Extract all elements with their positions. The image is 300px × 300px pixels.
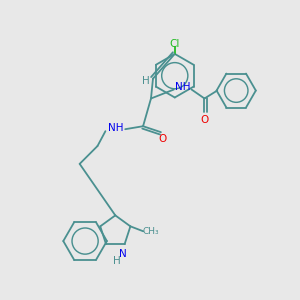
Text: CH₃: CH₃ [143, 227, 160, 236]
Text: H: H [142, 76, 150, 85]
Text: NH: NH [108, 123, 123, 133]
Text: Cl: Cl [169, 39, 180, 49]
Text: H: H [113, 256, 121, 266]
Text: N: N [119, 249, 127, 259]
Text: O: O [200, 115, 208, 125]
Text: NH: NH [175, 82, 190, 92]
Text: O: O [159, 134, 167, 144]
